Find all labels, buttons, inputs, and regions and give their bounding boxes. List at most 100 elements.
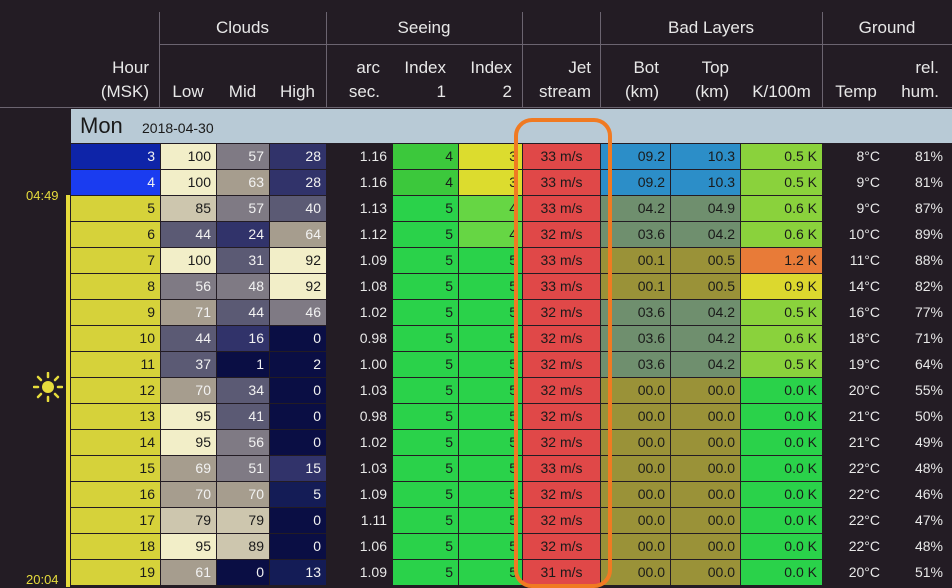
cell-i1: 5 xyxy=(393,222,458,247)
table-row: 5 85 57 40 1.13 5 4 33 m/s 04.2 04.9 0.6 K 9°C 87% xyxy=(71,196,952,222)
cell-temp: 22°C xyxy=(848,538,880,554)
cell-low: 44 xyxy=(161,222,216,247)
cell-i2: 5 xyxy=(459,248,522,273)
cell-i1: 5 xyxy=(393,456,458,481)
cell-top: 00.5 xyxy=(671,248,740,273)
col-jet-line1: Jet xyxy=(568,58,591,77)
cell-hum: 49% xyxy=(914,434,943,450)
cell-k: 0.5 K xyxy=(741,300,822,325)
cell-arc: 1.12 xyxy=(359,226,387,242)
col-index1-line1: Index xyxy=(404,58,446,77)
cell-hour: 17 xyxy=(71,508,160,533)
table-row: 18 95 89 0 1.06 5 5 32 m/s 00.0 00.0 0.0 K 22°C 48% xyxy=(71,534,952,560)
cell-high: 2 xyxy=(270,352,326,377)
cell-arc: 1.03 xyxy=(359,460,387,476)
cell-hour: 19 xyxy=(71,560,160,585)
cell-bot: 03.6 xyxy=(601,222,670,247)
cell-bot: 00.0 xyxy=(601,560,670,585)
cell-bot: 00.0 xyxy=(601,378,670,403)
cell-arc: 1.06 xyxy=(359,538,387,554)
cell-temp: 11°C xyxy=(849,252,880,268)
cell-i2: 5 xyxy=(459,274,522,299)
cell-jet: 32 m/s xyxy=(523,326,600,351)
cell-high: 13 xyxy=(270,560,326,585)
cell-bot: 00.0 xyxy=(601,404,670,429)
cell-hum: 46% xyxy=(914,486,943,502)
col-hour-line1: Hour xyxy=(112,58,149,77)
cell-temp: 21°C xyxy=(848,434,880,450)
cell-i2: 3 xyxy=(459,144,522,169)
col-bot: Bot (km) xyxy=(601,56,659,104)
col-temp: Temp xyxy=(835,82,877,101)
cell-arc: 1.09 xyxy=(359,564,387,580)
cell-arc: 1.16 xyxy=(359,148,387,164)
cell-k: 0.5 K xyxy=(741,144,822,169)
cell-top: 04.9 xyxy=(671,196,740,221)
cell-k: 0.9 K xyxy=(741,274,822,299)
cell-hum: 81% xyxy=(914,174,943,190)
cell-mid: 24 xyxy=(217,222,269,247)
col-bot-line2: (km) xyxy=(625,82,659,101)
cell-k: 0.0 K xyxy=(741,404,822,429)
cell-low: 70 xyxy=(161,482,216,507)
cell-mid: 51 xyxy=(217,456,269,481)
col-index2-line1: Index xyxy=(470,58,512,77)
cell-jet: 33 m/s xyxy=(523,248,600,273)
table-row: 13 95 41 0 0.98 5 5 32 m/s 00.0 00.0 0.0 K 21°C 50% xyxy=(71,404,952,430)
cell-mid: 57 xyxy=(217,196,269,221)
cell-hour: 15 xyxy=(71,456,160,481)
col-hour: Hour (MSK) xyxy=(60,56,149,104)
cell-hum: 81% xyxy=(914,148,943,164)
cell-low: 95 xyxy=(161,430,216,455)
cell-top: 10.3 xyxy=(671,144,740,169)
cell-i2: 5 xyxy=(459,352,522,377)
cell-i2: 5 xyxy=(459,300,522,325)
cell-hour: 10 xyxy=(71,326,160,351)
cell-top: 04.2 xyxy=(671,326,740,351)
day-name: Mon xyxy=(80,113,123,138)
cell-hour: 13 xyxy=(71,404,160,429)
cell-bot: 09.2 xyxy=(601,144,670,169)
table-row: 7 100 31 92 1.09 5 5 33 m/s 00.1 00.5 1.2 K 11°C 88% xyxy=(71,248,952,274)
cell-i1: 5 xyxy=(393,508,458,533)
cell-hour: 8 xyxy=(71,274,160,299)
cell-mid: 56 xyxy=(217,430,269,455)
cell-low: 71 xyxy=(161,300,216,325)
cell-arc: 1.00 xyxy=(359,356,387,372)
group-seeing: Seeing xyxy=(397,18,451,37)
cell-high: 5 xyxy=(270,482,326,507)
cell-hour: 18 xyxy=(71,534,160,559)
col-mid: Mid xyxy=(228,82,257,101)
cell-bot: 03.6 xyxy=(601,352,670,377)
cell-k: 0.0 K xyxy=(741,482,822,507)
cell-high: 0 xyxy=(270,508,326,533)
daylight-bar xyxy=(66,195,70,587)
cell-mid: 89 xyxy=(217,534,269,559)
cell-top: 00.0 xyxy=(671,430,740,455)
cell-jet: 33 m/s xyxy=(523,170,600,195)
cell-high: 28 xyxy=(270,144,326,169)
cell-i1: 5 xyxy=(393,352,458,377)
cell-hour: 5 xyxy=(71,196,160,221)
cell-mid: 48 xyxy=(217,274,269,299)
cell-hour: 4 xyxy=(71,170,160,195)
divider xyxy=(159,44,952,45)
cell-temp: 22°C xyxy=(848,512,880,528)
cell-k: 0.6 K xyxy=(741,196,822,221)
group-clouds: Clouds xyxy=(216,18,269,37)
cell-hum: 51% xyxy=(914,564,943,580)
cell-top: 00.0 xyxy=(671,560,740,585)
cell-low: 61 xyxy=(161,560,216,585)
cell-top: 04.2 xyxy=(671,300,740,325)
cell-jet: 32 m/s xyxy=(523,404,600,429)
cell-low: 95 xyxy=(161,534,216,559)
table-row: 16 70 70 5 1.09 5 5 32 m/s 00.0 00.0 0.0 K 22°C 46% xyxy=(71,482,952,508)
divider xyxy=(326,12,327,108)
cell-temp: 14°C xyxy=(848,278,880,294)
cell-i1: 5 xyxy=(393,430,458,455)
cell-arc: 1.09 xyxy=(359,486,387,502)
cell-high: 0 xyxy=(270,326,326,351)
cell-mid: 1 xyxy=(217,352,269,377)
divider xyxy=(822,12,823,108)
cell-top: 00.0 xyxy=(671,534,740,559)
